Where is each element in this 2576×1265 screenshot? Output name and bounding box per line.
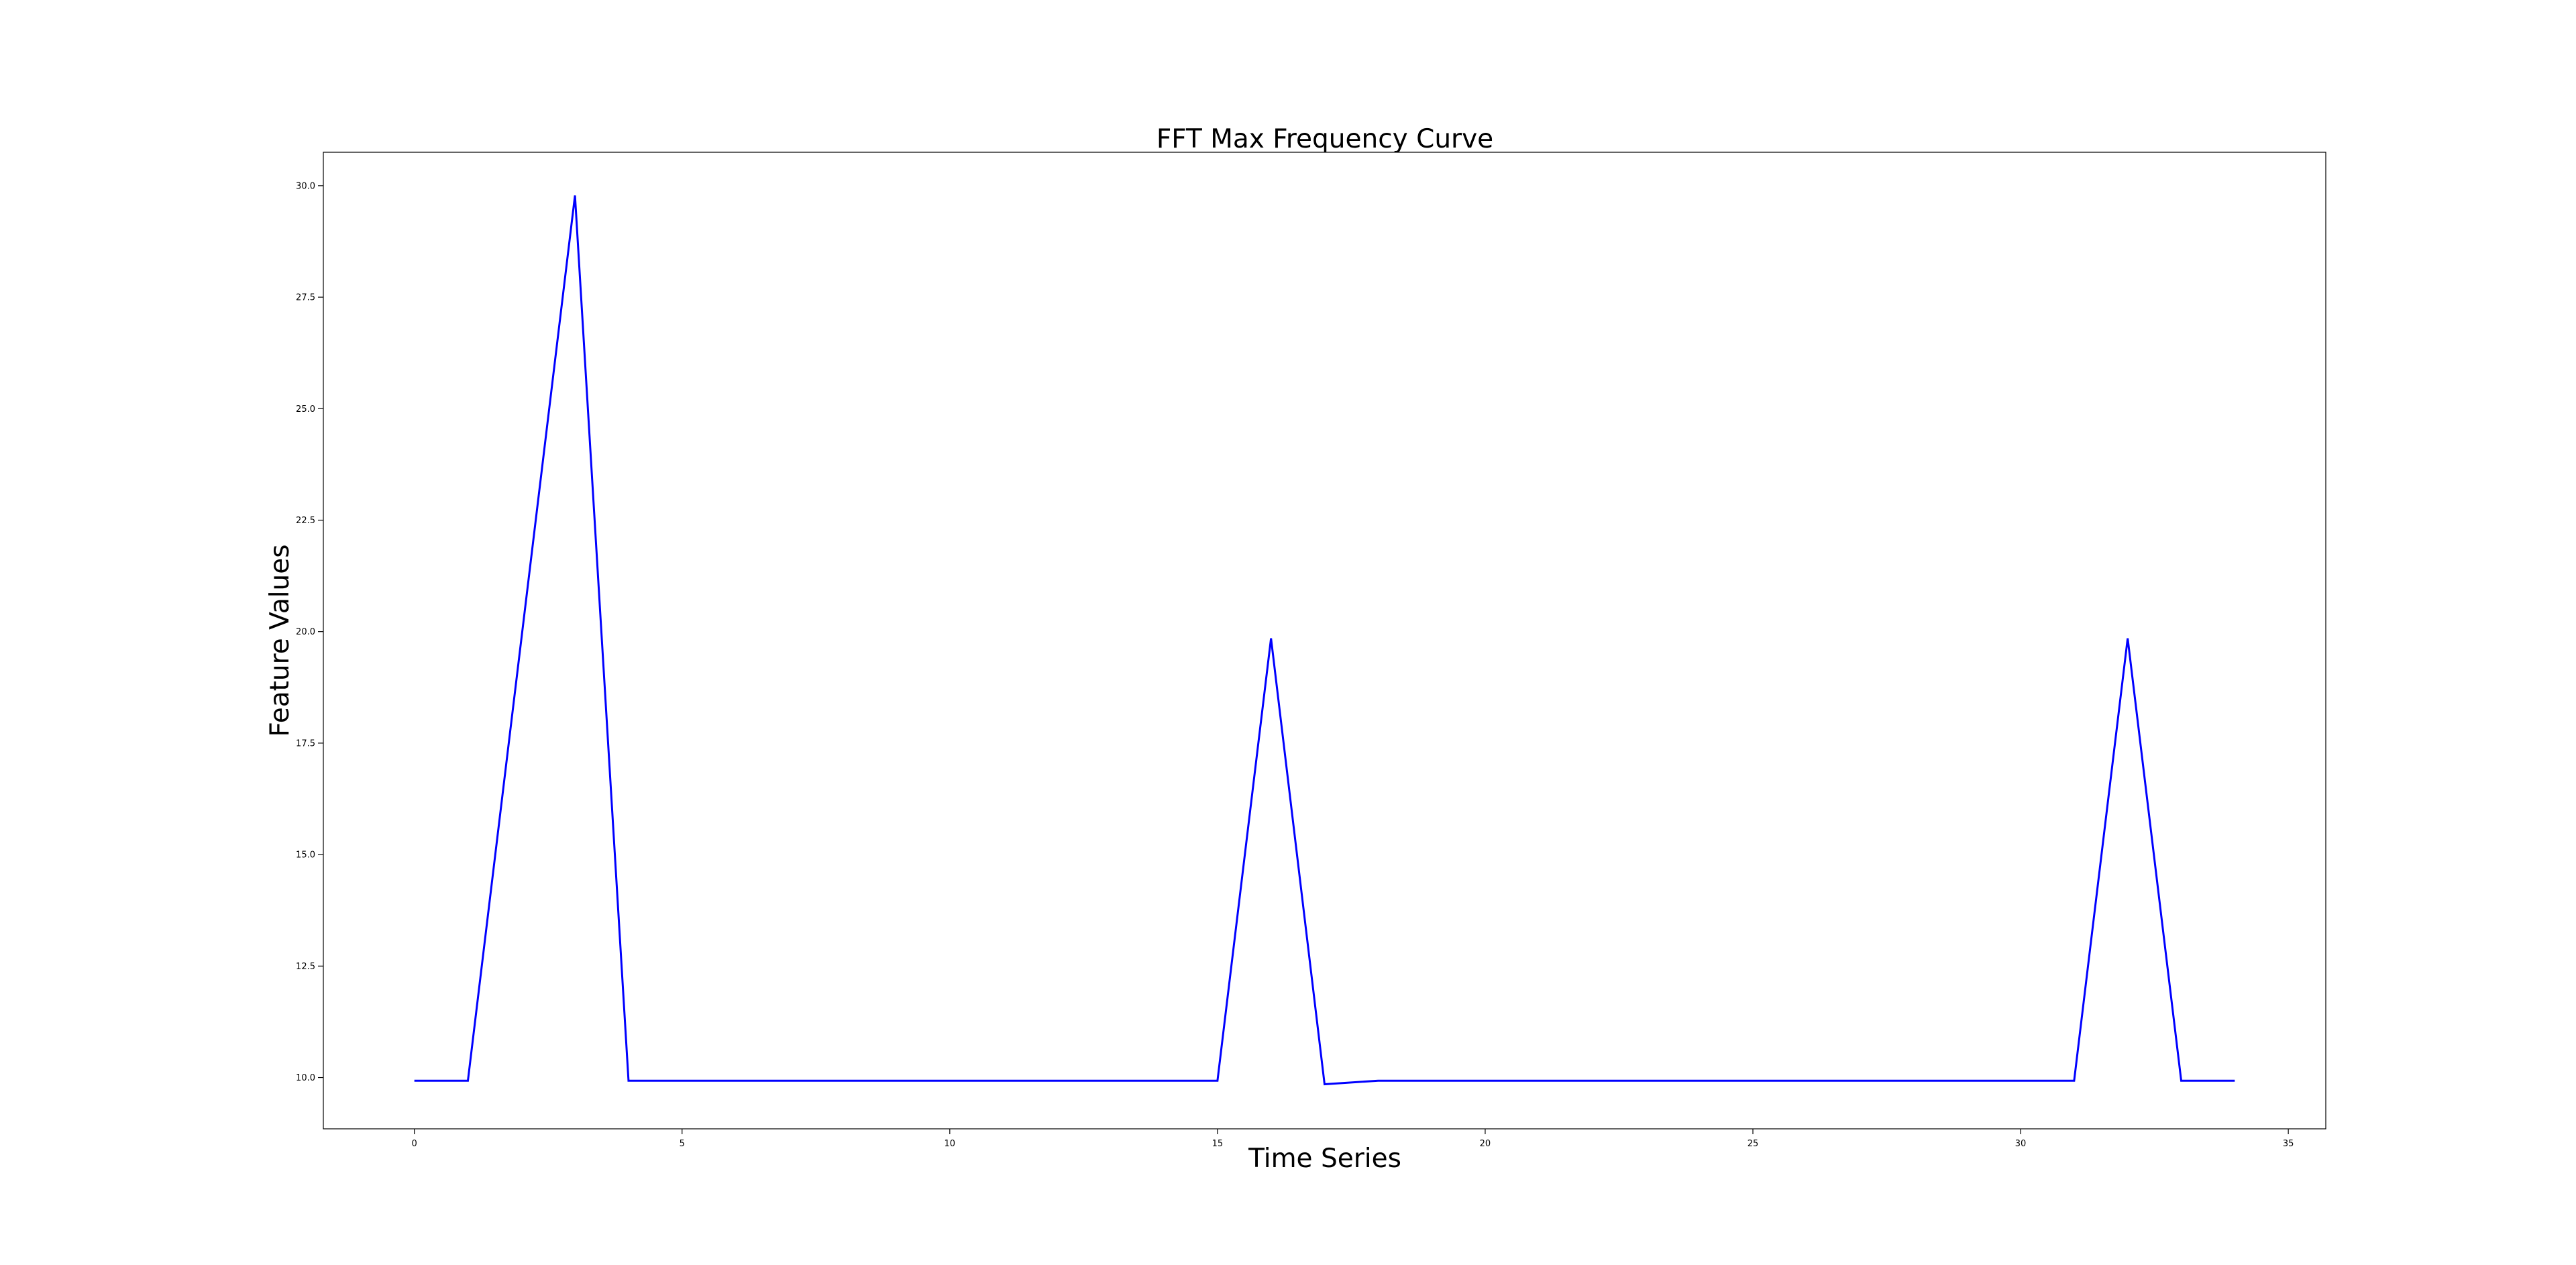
y-tick-label: 17.5	[296, 738, 315, 749]
y-tick-label: 12.5	[296, 962, 315, 972]
chart-title: FFT Max Frequency Curve	[1157, 124, 1493, 154]
x-tick-label: 35	[2283, 1139, 2294, 1149]
x-axis-title: Time Series	[1248, 1144, 1401, 1174]
y-tick-label: 27.5	[296, 293, 315, 303]
series-layer	[414, 195, 2235, 1086]
x-tick-label: 20	[1480, 1139, 1491, 1149]
y-tick-label: 30.0	[296, 181, 315, 191]
x-tick-label: 5	[680, 1139, 685, 1149]
x-tick-label: 10	[945, 1139, 956, 1149]
y-tick-label: 22.5	[296, 516, 315, 526]
x-tick-label: 25	[1748, 1139, 1759, 1149]
x-axis: 0 5 10 15 20 25 30 35	[412, 1129, 2294, 1149]
y-tick-label: 25.0	[296, 404, 315, 415]
x-tick-label: 30	[2015, 1139, 2027, 1149]
x-tick-label: 15	[1212, 1139, 1224, 1149]
plot-area	[323, 152, 2326, 1130]
x-tick-label: 0	[412, 1139, 417, 1149]
y-axis-title: Feature Values	[265, 544, 295, 736]
y-axis: 10.0 12.5 15.0 17.5 20.0 22.5 25.0 27.5 30.0	[296, 181, 323, 1083]
y-tick-label: 10.0	[296, 1073, 315, 1083]
y-tick-label: 20.0	[296, 627, 315, 637]
series-line	[414, 195, 2235, 1086]
y-tick-label: 15.0	[296, 850, 315, 861]
